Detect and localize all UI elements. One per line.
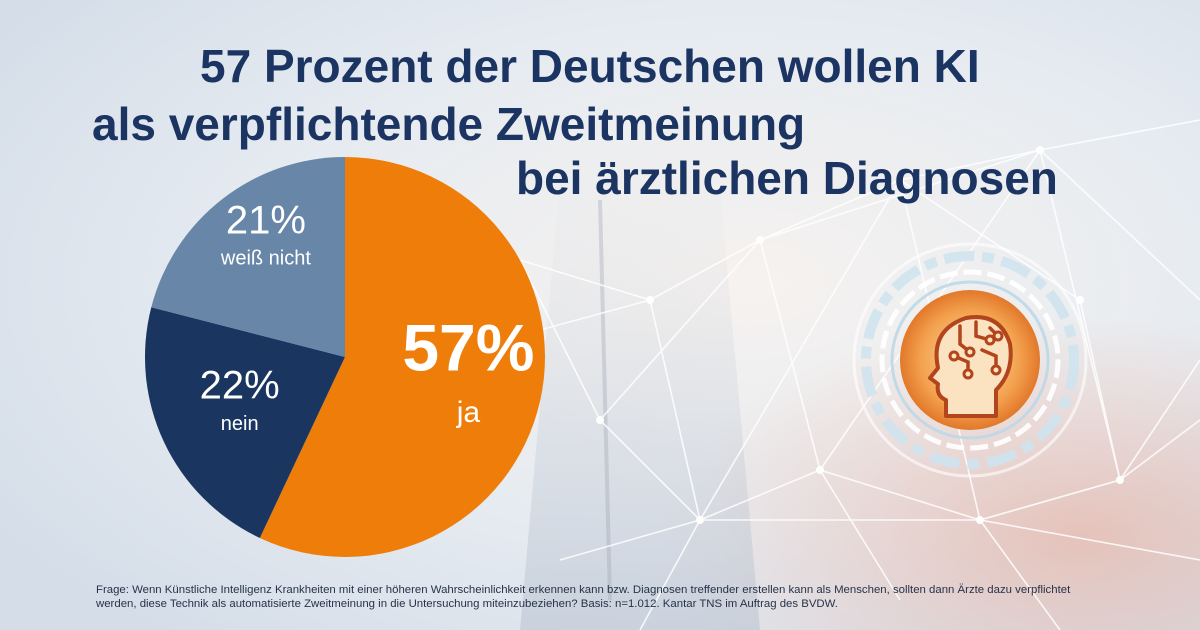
pie-slice-nein [144, 307, 345, 538]
footnote-line-1: Frage: Wenn Künstliche Intelligenz Krank… [96, 584, 1071, 596]
footnote: Frage: Wenn Künstliche Intelligenz Krank… [96, 583, 1106, 611]
slice-category-label: ja [456, 396, 481, 429]
title-line-2: als verpflichtende Zweitmeinung [92, 98, 806, 150]
slice-value-label: 22% [200, 364, 280, 408]
pie-slice-ja [259, 157, 545, 557]
title-line-3: bei ärztlichen Diagnosen [516, 152, 1058, 204]
ai-brain-head-icon [852, 242, 1088, 478]
slice-value-label: 57% [402, 311, 534, 385]
footnote-line-2: werden, diese Technik als automatisierte… [96, 598, 838, 610]
title-line-1: 57 Prozent der Deutschen wollen KI [200, 40, 980, 92]
pie-slice-weiß-nicht [151, 157, 345, 357]
slice-category-label: nein [221, 413, 259, 435]
slice-value-label: 21% [226, 198, 306, 242]
slice-category-label: weiß nicht [220, 248, 311, 270]
